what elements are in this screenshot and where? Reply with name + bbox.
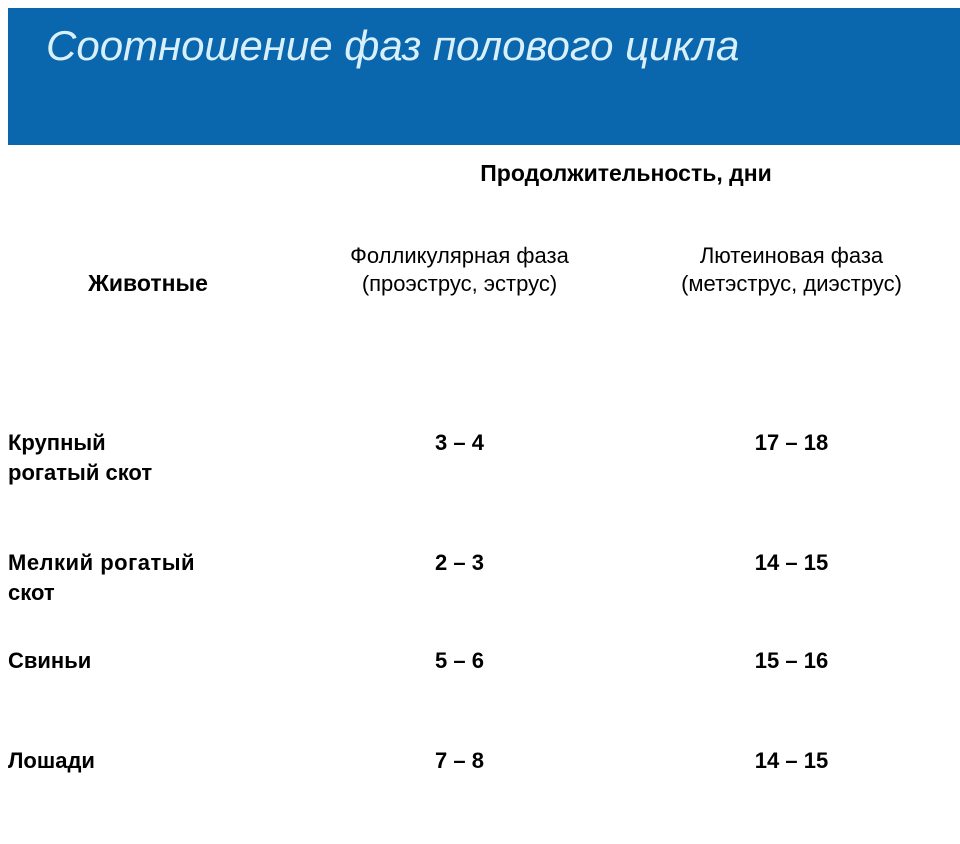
cell-luteal-value: 15 – 16 bbox=[754, 648, 829, 673]
cell-animal-name: Мелкий рогатый скот bbox=[2, 538, 294, 636]
cell-follicular-value: 5 – 6 bbox=[435, 648, 484, 673]
cell-luteal-value: 14 – 15 bbox=[754, 550, 829, 575]
cell-animal-name: Лошади bbox=[2, 736, 294, 844]
cell-follicular-value: 3 – 4 bbox=[435, 430, 484, 455]
table-row: Мелкий рогатый скот 2 – 3 14 – 15 bbox=[2, 538, 958, 636]
column-header-follicular: Фолликулярная фаза (проэструс, эструс) bbox=[294, 222, 625, 418]
column-header-luteal: Лютеиновая фаза (метэструс, диэструс) bbox=[625, 222, 958, 418]
table-row: Свиньи 5 – 6 15 – 16 bbox=[2, 636, 958, 736]
animal-name-line1: Лошади bbox=[8, 748, 95, 773]
cell-animal-name: Крупный рогатый скот bbox=[2, 418, 294, 538]
slide-header-banner: Соотношение фаз полового цикла bbox=[0, 0, 960, 145]
page-title: Соотношение фаз полового цикла bbox=[46, 22, 740, 69]
table-row: Крупный рогатый скот 3 – 4 17 – 18 bbox=[2, 418, 958, 538]
banner-background bbox=[8, 8, 960, 145]
column-header-luteal-line2: (метэструс, диэструс) bbox=[681, 271, 902, 296]
superheader-duration-label: Продолжительность, дни bbox=[480, 160, 772, 186]
animal-name-line2: рогатый скот bbox=[8, 460, 153, 485]
table-superheader-row: Продолжительность, дни bbox=[2, 146, 958, 222]
column-header-follicular-line2: (проэструс, эструс) bbox=[361, 271, 558, 296]
column-header-follicular-line1: Фолликулярная фаза bbox=[350, 243, 569, 268]
phase-duration-table: Продолжительность, дни Животные Фолликул… bbox=[2, 146, 958, 844]
animal-name-line1: Свиньи bbox=[8, 648, 92, 673]
column-header-animals: Животные bbox=[88, 270, 208, 296]
cell-animal-name: Свиньи bbox=[2, 636, 294, 736]
table-header-row: Животные Фолликулярная фаза (проэструс, … bbox=[2, 222, 958, 418]
cell-follicular-value: 2 – 3 bbox=[435, 550, 484, 575]
superheader-spacer-cell bbox=[2, 146, 294, 222]
animal-name-line2: скот bbox=[8, 580, 55, 605]
table-row: Лошади 7 – 8 14 – 15 bbox=[2, 736, 958, 844]
column-header-luteal-line1: Лютеиновая фаза bbox=[699, 243, 884, 268]
cell-follicular-value: 7 – 8 bbox=[435, 748, 484, 773]
cell-luteal-value: 17 – 18 bbox=[754, 430, 829, 455]
animal-name-line1: Крупный bbox=[8, 430, 106, 455]
animal-name-line1: Мелкий рогатый bbox=[8, 550, 196, 575]
cell-luteal-value: 14 – 15 bbox=[754, 748, 829, 773]
